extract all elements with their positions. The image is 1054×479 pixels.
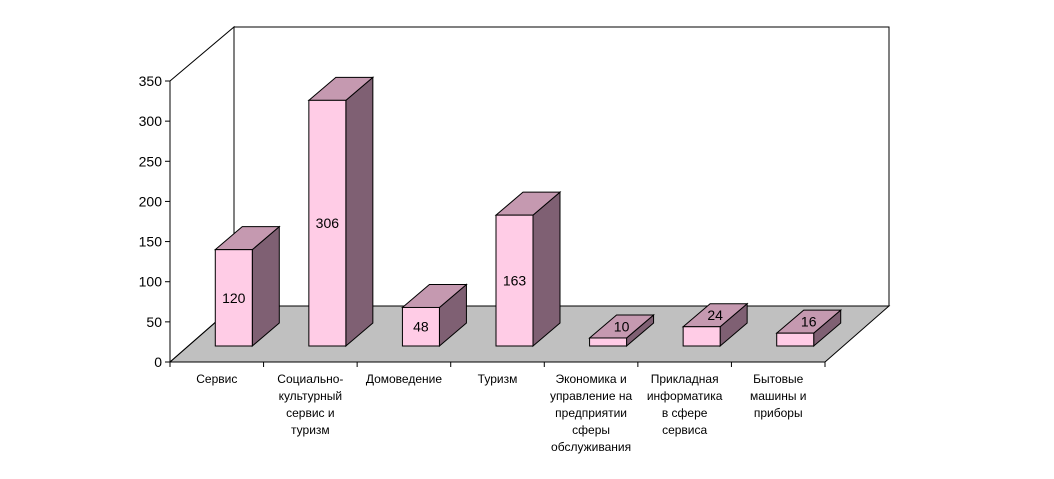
bar (213, 225, 281, 348)
data-label: 16 (801, 314, 817, 330)
y-tick-label: 50 (146, 314, 162, 330)
bar (588, 313, 655, 348)
bar-front (308, 99, 347, 347)
y-tick-label: 200 (139, 193, 163, 209)
x-tick-label: Домоведение (366, 372, 443, 386)
bar (681, 302, 749, 348)
y-tick-label: 150 (139, 234, 163, 250)
bar-front (495, 214, 534, 347)
x-tick-label: Экономика и управление на предприятии сферы… (550, 372, 633, 454)
y-tick-label: 100 (139, 274, 163, 290)
data-label: 163 (503, 273, 527, 289)
x-tick-label: Прикладная информатика в сфере сервиса (647, 372, 723, 437)
bar-front (589, 337, 628, 347)
x-tick-label: Социально-культурный сервис и туризм (277, 372, 343, 437)
bar-side (345, 76, 374, 348)
data-label: 306 (316, 215, 340, 231)
x-tick-label: Туризм (478, 372, 518, 386)
y-tick-label: 250 (139, 153, 163, 169)
y-axis: 0 50 100 150 200 250 300 350 (139, 73, 171, 370)
bar-front (401, 306, 440, 347)
bar-front (682, 326, 721, 347)
data-label: 24 (707, 307, 723, 323)
x-axis: Сервис Социально-культурный сервис и туризм… (169, 362, 826, 454)
data-labels: 120 306 48 163 10 24 16 (222, 215, 817, 335)
bar-side (532, 191, 561, 348)
bar (494, 191, 562, 348)
x-tick-label: Бытовые машины и приборы (750, 372, 807, 420)
y-tick-label: 300 (139, 113, 163, 129)
x-tick-label: Сервис (196, 372, 237, 386)
bars (213, 76, 843, 348)
data-label: 120 (222, 290, 246, 306)
bar-front (214, 249, 253, 347)
y-tick-label: 0 (154, 354, 162, 370)
data-label: 10 (614, 318, 630, 334)
y-tick-label: 350 (139, 73, 163, 89)
bar (307, 76, 375, 348)
bar (775, 309, 843, 348)
bar (401, 283, 468, 348)
data-label: 48 (413, 319, 429, 335)
bar-front (776, 332, 815, 347)
